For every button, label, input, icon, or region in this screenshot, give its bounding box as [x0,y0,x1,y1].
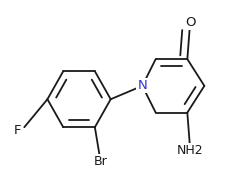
Text: Br: Br [94,155,107,168]
Text: NH2: NH2 [176,144,203,157]
Text: O: O [184,16,195,29]
Text: F: F [14,124,21,137]
Text: N: N [137,79,147,92]
